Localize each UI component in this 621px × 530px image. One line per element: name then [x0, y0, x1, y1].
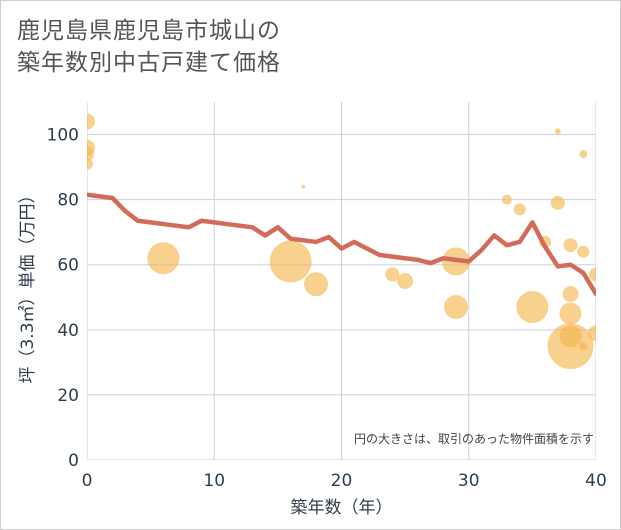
x-axis-title: 築年数（年） [291, 498, 393, 518]
bubble-point-3 [87, 157, 93, 170]
bubble-point-25 [579, 342, 588, 351]
bubble-point-13 [513, 203, 526, 216]
bubble-point-17 [550, 195, 565, 210]
bubble-point-5 [269, 240, 312, 283]
bubble-point-2 [87, 147, 94, 162]
chart-title-line-2: 築年数別中古戸建て価格 [17, 50, 281, 76]
bubble-point-4 [147, 242, 180, 275]
x-tick-label: 20 [331, 471, 353, 491]
y-tick-label: 0 [68, 451, 79, 471]
bubble-point-27 [588, 325, 596, 342]
bubble-point-26 [589, 267, 596, 282]
y-tick-label: 80 [57, 191, 79, 211]
size-note: 円の大きさは、取引のあった物件面積を示す [354, 431, 594, 446]
chart-title: 鹿児島県鹿児島市城山の 築年数別中古戸建て価格 [17, 15, 281, 79]
bubble-point-23 [579, 150, 588, 159]
bubble-point-8 [385, 267, 400, 282]
x-axis-ticks: 0 10 20 30 40 [82, 471, 607, 491]
bubble-series [87, 113, 596, 370]
bubble-point-9 [397, 273, 414, 289]
x-tick-label: 30 [458, 471, 480, 491]
x-tick-label: 0 [82, 471, 93, 491]
bubble-point-6 [301, 184, 306, 189]
bubble-point-7 [304, 272, 329, 297]
plot-area [87, 102, 596, 460]
x-tick-label: 10 [203, 471, 225, 491]
bubble-point-18 [563, 238, 578, 253]
y-tick-label: 40 [57, 321, 79, 341]
y-tick-label: 20 [57, 386, 79, 406]
bubble-point-22 [547, 323, 594, 370]
y-axis-ticks: 0 20 40 60 80 100 [47, 126, 79, 471]
chart-title-line-1: 鹿児島県鹿児島市城山の [17, 18, 281, 44]
bubble-point-12 [501, 194, 512, 205]
y-tick-label: 60 [57, 256, 79, 276]
bubble-point-19 [562, 286, 579, 303]
bubble-point-20 [559, 302, 582, 325]
bubble-point-11 [444, 295, 469, 320]
x-tick-label: 40 [585, 471, 607, 491]
y-tick-label: 100 [47, 126, 79, 146]
bubble-point-14 [516, 291, 549, 324]
bubble-point-16 [554, 128, 561, 135]
trend-line [87, 192, 596, 297]
bubble-point-24 [577, 245, 590, 258]
y-axis-title: 坪（3.3㎡）単価（万円） [18, 186, 38, 383]
bubble-point-0 [87, 113, 95, 130]
